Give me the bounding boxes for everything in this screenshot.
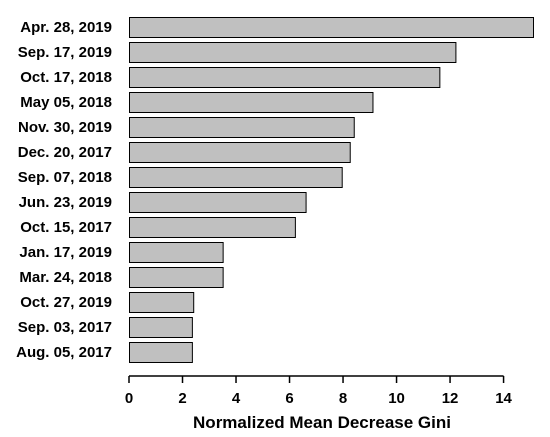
category-label: Nov. 30, 2019 [18, 119, 112, 136]
bar [129, 92, 374, 113]
x-tick-label: 2 [178, 390, 186, 407]
category-label: Jun. 23, 2019 [19, 194, 112, 211]
bar [129, 17, 534, 38]
bar [129, 192, 307, 213]
category-label: Oct. 17, 2018 [20, 69, 112, 86]
category-label: Apr. 28, 2019 [20, 19, 112, 36]
bar [129, 242, 224, 263]
bar [129, 142, 351, 163]
bars-layer [129, 17, 534, 363]
x-tick-label: 10 [388, 390, 405, 407]
x-tick-label: 4 [232, 390, 241, 407]
category-label: Mar. 24, 2018 [19, 269, 112, 286]
category-label: May 05, 2018 [20, 94, 112, 111]
bar [129, 117, 355, 138]
x-tick-label: 12 [442, 390, 459, 407]
category-label: Sep. 17, 2019 [18, 44, 112, 61]
category-label: Sep. 03, 2017 [18, 319, 112, 336]
bar [129, 292, 195, 313]
bar [129, 217, 296, 238]
bar [129, 267, 224, 288]
category-label: Oct. 27, 2019 [20, 294, 112, 311]
bar [129, 342, 193, 363]
x-tick-label: 6 [285, 390, 293, 407]
x-tick-label: 8 [339, 390, 347, 407]
x-tick-label: 0 [125, 390, 133, 407]
category-label: Dec. 20, 2017 [18, 144, 112, 161]
bar [129, 67, 441, 88]
x-tick-label: 14 [495, 390, 512, 407]
x-axis-title: Normalized Mean Decrease Gini [193, 413, 451, 432]
category-label: Jan. 17, 2019 [19, 244, 112, 261]
bar [129, 317, 193, 338]
bar [129, 167, 343, 188]
category-label: Aug. 05, 2017 [16, 344, 112, 361]
category-label: Sep. 07, 2018 [18, 169, 112, 186]
x-axis: 0 2 4 6 8 10 12 14 [125, 375, 513, 407]
bar [129, 42, 457, 63]
category-label: Oct. 15, 2017 [20, 219, 112, 236]
category-labels: Apr. 28, 2019 Sep. 17, 2019 Oct. 17, 2018 M… [16, 19, 112, 361]
